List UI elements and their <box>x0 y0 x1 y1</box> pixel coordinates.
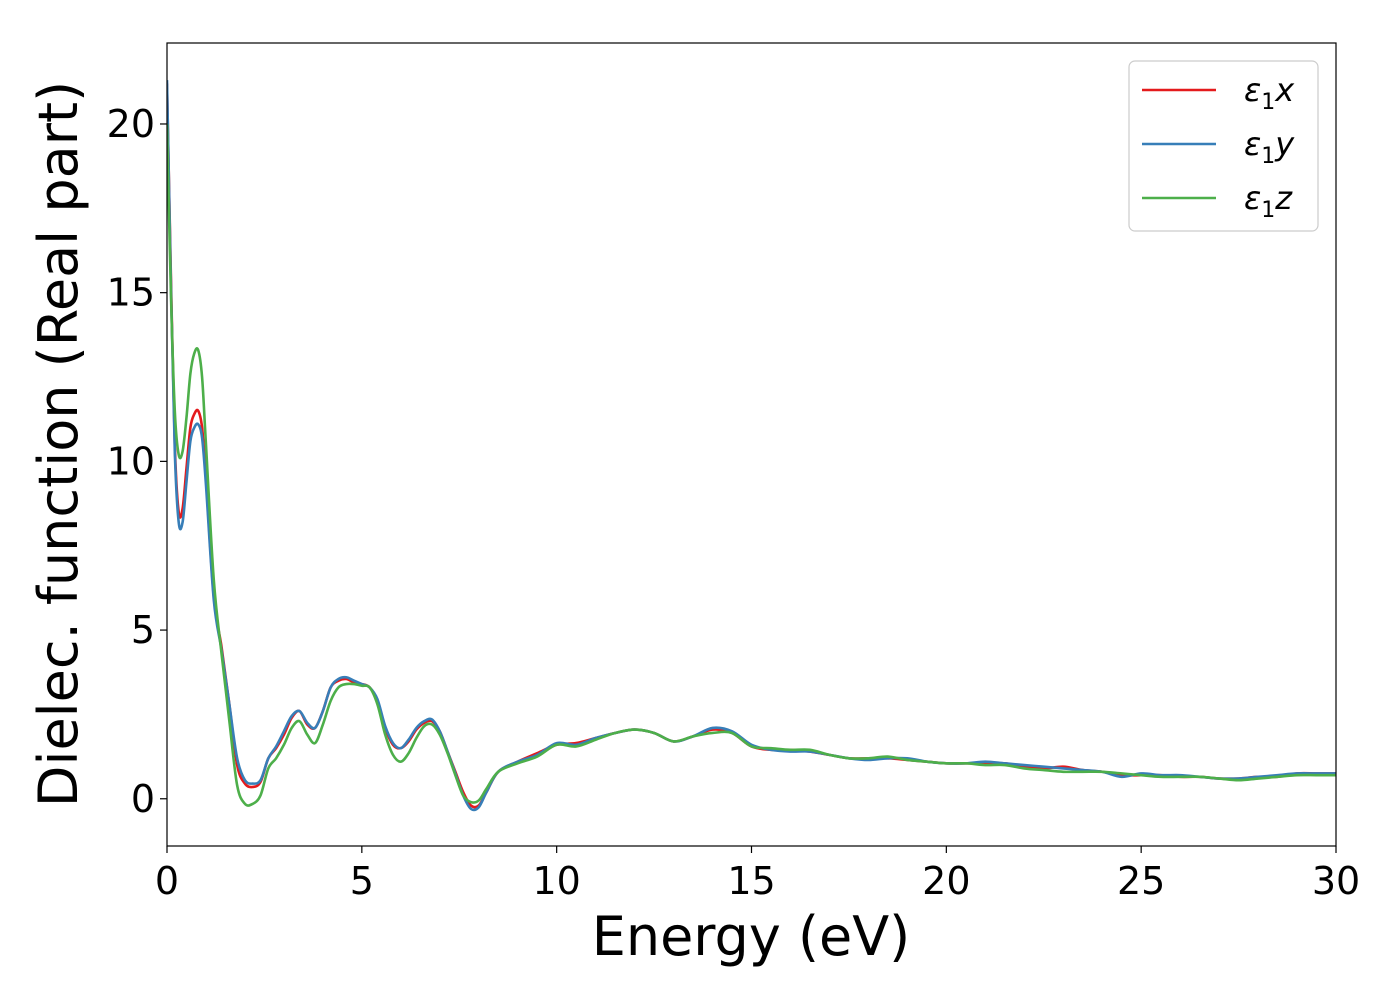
x-tick-label: 0 <box>155 859 179 903</box>
x-tick-label: 5 <box>350 859 374 903</box>
series-lines <box>167 80 1336 812</box>
legend-label-y: ε1y <box>1244 125 1295 169</box>
series-line-z <box>167 123 1336 807</box>
y-axis-title: Dielec. function (Real part) <box>27 81 90 807</box>
x-tick-label: 30 <box>1312 859 1360 903</box>
series-line-y <box>167 80 1336 812</box>
y-tick-label: 15 <box>107 271 155 315</box>
y-tick-label: 10 <box>107 439 155 483</box>
y-tick-label: 0 <box>131 777 155 821</box>
x-tick-label: 10 <box>532 859 580 903</box>
legend-box <box>1128 60 1319 232</box>
x-axis-ticks: 0 5 10 15 20 25 30 <box>155 846 1360 903</box>
x-axis-title: Energy (eV) <box>592 905 911 968</box>
legend-label-z: ε1z <box>1244 179 1293 223</box>
y-tick-label: 20 <box>107 102 155 146</box>
y-tick-label: 5 <box>131 608 155 652</box>
x-tick-label: 25 <box>1117 859 1165 903</box>
legend-label-x: ε1x <box>1244 71 1295 115</box>
y-axis-ticks: 0 5 10 15 20 <box>107 102 167 821</box>
x-tick-label: 20 <box>922 859 970 903</box>
x-tick-label: 15 <box>727 859 775 903</box>
legend: ε1x ε1y ε1z <box>1128 60 1319 232</box>
